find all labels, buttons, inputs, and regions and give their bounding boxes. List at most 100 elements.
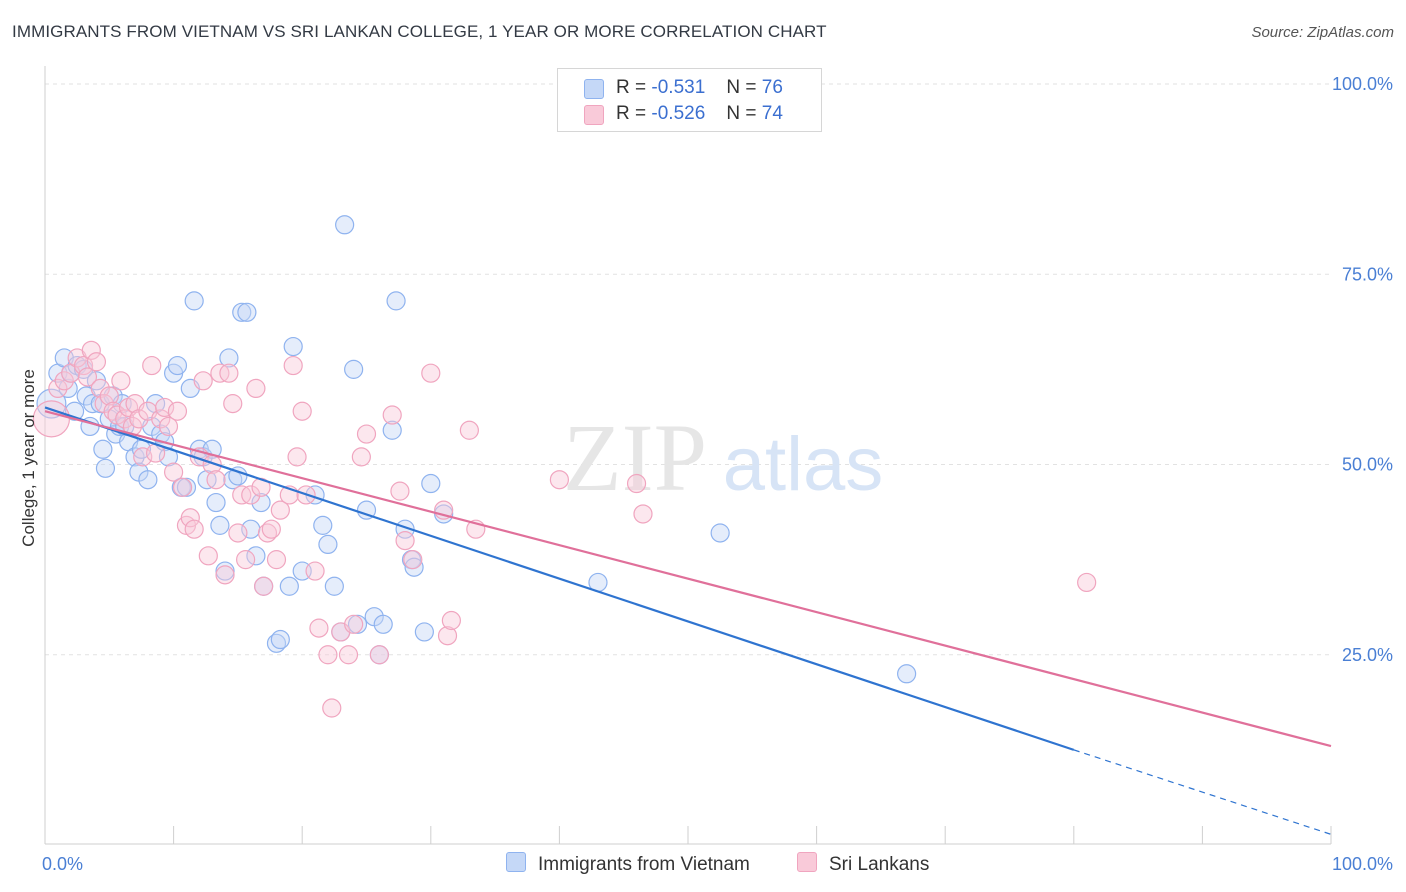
legend-r-label: R = (616, 103, 647, 124)
stats-legend: R = -0.531 N = 76 R = -0.526 N = 74 (557, 68, 822, 132)
point-vietnam (219, 348, 239, 368)
point-srilankans (206, 470, 226, 490)
point-srilankans (115, 409, 135, 429)
point-srilankans (198, 546, 218, 566)
point-srilankans (246, 378, 266, 398)
x-tick-label: 0.0% (42, 854, 83, 874)
source-label: Source: ZipAtlas.com (1251, 24, 1394, 41)
point-srilankans (164, 462, 184, 482)
point-vietnam (897, 664, 917, 684)
trend-line-vietnam-extension (1073, 749, 1332, 835)
point-srilankans (77, 367, 98, 387)
point-srilankans (154, 397, 175, 418)
point-srilankans (403, 550, 423, 570)
bottom-legend-label-srilankans: Sri Lankans (829, 854, 930, 875)
watermark: ZIP atlas (563, 404, 883, 511)
point-vietnam (167, 355, 188, 376)
point-srilankans (395, 530, 415, 551)
x-tick-label: 100.0% (1332, 854, 1393, 874)
point-srilankans (356, 424, 377, 444)
point-vietnam (206, 492, 226, 513)
point-srilankans (626, 473, 647, 494)
bottom-legend-swatch-vietnam (506, 852, 526, 872)
point-srilankans (180, 508, 200, 528)
point-srilankans (236, 550, 256, 570)
y-tick-label: 25.0% (1342, 645, 1393, 665)
point-vietnam (382, 420, 402, 440)
point-srilankans (184, 519, 204, 539)
chart-title: IMMIGRANTS FROM VIETNAM VS SRI LANKAN CO… (12, 22, 827, 41)
point-vietnam (283, 336, 303, 357)
point-srilankans (257, 523, 278, 543)
bottom-legend-srilankans: Sri Lankans (797, 852, 929, 876)
legend-r-value: -0.526 (651, 103, 706, 124)
point-srilankans (228, 523, 248, 543)
point-vietnam (270, 629, 290, 650)
point-srilankans (254, 576, 274, 596)
point-srilankans (437, 626, 458, 646)
grid-lines (45, 83, 1331, 656)
point-vietnam (373, 614, 393, 634)
point-srilankans (173, 477, 193, 497)
point-srilankans (158, 416, 179, 437)
point-vietnam (184, 291, 204, 311)
point-vietnam (237, 302, 257, 322)
point-srilankans (48, 378, 68, 398)
bottom-legend-swatch-srilankans (797, 852, 817, 872)
legend-r-label: R = (616, 77, 647, 98)
trend-lines (44, 406, 1332, 835)
point-srilankans (133, 447, 153, 467)
point-srilankans (305, 561, 325, 581)
point-vietnam (404, 557, 424, 577)
point-srilankans (318, 645, 338, 665)
point-srilankans (633, 504, 653, 524)
point-srilankans (103, 401, 123, 421)
point-vietnam (344, 359, 364, 379)
point-srilankans (167, 401, 188, 421)
point-vietnam (324, 576, 344, 596)
trend-line-srilankans (44, 410, 1332, 748)
point-srilankans (287, 447, 307, 467)
point-vietnam (386, 291, 406, 311)
y-tick-label: 50.0% (1342, 455, 1393, 475)
point-srilankans (111, 371, 131, 391)
watermark-zip: ZIP (563, 404, 707, 511)
legend-swatch-srilankans (584, 105, 604, 125)
data-points (32, 215, 1097, 718)
point-srilankans (73, 355, 94, 376)
legend-n-label: N = (726, 77, 757, 98)
point-vietnam (421, 473, 441, 494)
point-vietnam (232, 302, 252, 322)
point-srilankans (292, 401, 312, 421)
point-srilankans (390, 481, 410, 501)
point-srilankans (351, 447, 371, 467)
point-srilankans (81, 340, 101, 360)
point-srilankans (459, 420, 479, 440)
point-srilankans (223, 394, 243, 414)
point-srilankans (193, 371, 213, 391)
point-srilankans (549, 470, 570, 490)
point-vietnam (266, 633, 287, 653)
point-srilankans (344, 614, 364, 634)
point-srilankans (215, 565, 235, 585)
point-srilankans (261, 519, 281, 539)
legend-r-value: -0.531 (651, 77, 706, 98)
point-vietnam (414, 622, 434, 642)
point-vietnam (210, 515, 230, 535)
point-srilankans (32, 400, 71, 438)
y-tick-label: 75.0% (1342, 264, 1393, 284)
point-vietnam (318, 534, 338, 555)
point-srilankans (441, 610, 461, 631)
point-srilankans (338, 645, 359, 665)
bottom-legend-label-vietnam: Immigrants from Vietnam (538, 854, 750, 875)
point-vietnam (95, 458, 116, 478)
legend-n-label: N = (726, 103, 757, 124)
trend-line-vietnam (44, 406, 1075, 751)
point-vietnam (279, 576, 299, 596)
bottom-legend-vietnam: Immigrants from Vietnam (506, 852, 750, 876)
point-srilankans (86, 352, 107, 372)
point-srilankans (241, 485, 261, 505)
watermark-atlas: atlas (723, 422, 884, 507)
point-srilankans (99, 386, 119, 406)
point-vietnam (82, 394, 103, 414)
